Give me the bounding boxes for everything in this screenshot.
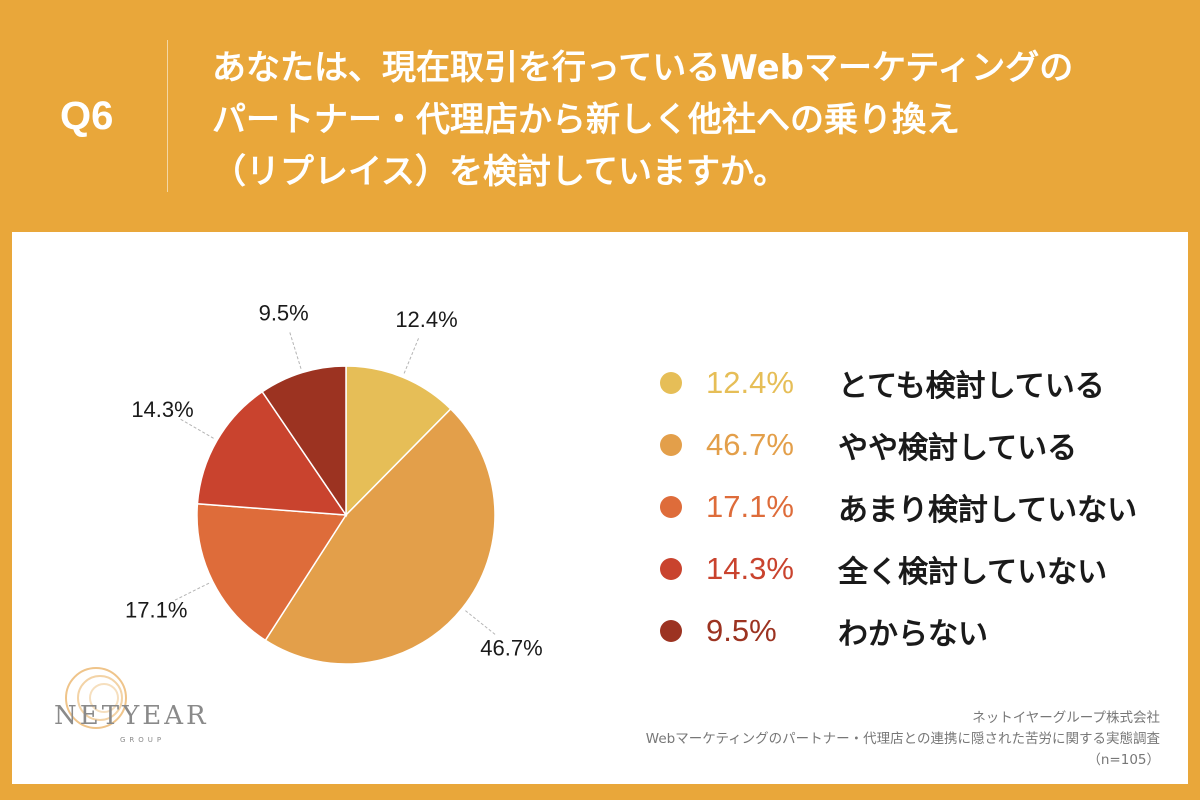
slice-data-label: 46.7% [480,636,542,661]
leader-line [403,336,420,374]
header-divider [167,40,168,192]
legend-dot [660,434,682,456]
question-text: あなたは、現在取引を行っているWebマーケティングの パートナー・代理店から新し… [212,42,1172,198]
source-company: ネットイヤーグループ株式会社 [972,710,1160,726]
legend-label: やや検討している [838,431,1078,466]
legend-label: 全く検討していない [838,555,1108,590]
legend-item: 14.3% 全く検討していない [660,538,1180,600]
header: Q6 あなたは、現在取引を行っているWebマーケティングの パートナー・代理店か… [0,0,1200,232]
legend-label: とても検討している [838,369,1105,404]
legend-dot [660,558,682,580]
slice-data-label: 14.3% [131,397,193,422]
source-survey: Webマーケティングのパートナー・代理店との連携に隠された苦労に関する実態調査 [645,731,1160,747]
legend-percent: 46.7% [706,427,794,462]
netyear-logo: NETYEAR GROUP [54,667,208,744]
logo-swirl-icon [65,667,127,729]
legend-dot [660,496,682,518]
leader-line [178,417,214,439]
legend-dot [660,620,682,642]
question-line-3: （リプレイス）を検討していますか。 [212,152,788,192]
question-number: Q6 [60,94,114,138]
source-note: ネットイヤーグループ株式会社 Webマーケティングのパートナー・代理店との連携に… [646,708,1160,771]
pie-chart: 12.4% 46.7% 17.1% 14.3% 9.5% [125,300,543,665]
legend-item: 9.5% わからない [660,600,1180,662]
leader-line [172,582,210,602]
legend-label: わからない [838,617,988,652]
legend-label: あまり検討していない [838,493,1138,528]
logo-text: NETYEAR [54,701,208,731]
source-sample: （n=105） [1087,752,1160,768]
pie-slice [261,365,347,518]
legend-percent: 17.1% [706,489,794,524]
leader-line [465,610,497,637]
legend-item: 17.1% あまり検討していない [660,476,1180,538]
logo-subtext: GROUP [120,736,165,744]
chart-panel: 12.4% 46.7% 17.1% 14.3% 9.5% 12.4% とても検討している… [12,232,1188,784]
slice-data-label: 12.4% [395,307,457,332]
leader-line [288,330,302,369]
slice-data-label: 9.5% [259,300,309,325]
question-line-2: パートナー・代理店から新しく他社への乗り換え [212,100,960,140]
legend-item: 12.4% とても検討している [660,352,1180,414]
legend-percent: 14.3% [706,551,794,586]
legend-percent: 9.5% [706,613,777,648]
legend: 12.4% とても検討している 46.7% やや検討している 17.1% あまり… [660,352,1180,662]
legend-item: 46.7% やや検討している [660,414,1180,476]
pie-slice [196,502,348,642]
legend-percent: 12.4% [706,365,794,400]
question-line-1: あなたは、現在取引を行っているWebマーケティングの [212,48,1074,88]
slice-data-label: 17.1% [125,597,187,622]
pie-slice [196,390,348,516]
pie-slice [264,407,496,665]
pie-slice [345,365,452,517]
legend-dot [660,372,682,394]
